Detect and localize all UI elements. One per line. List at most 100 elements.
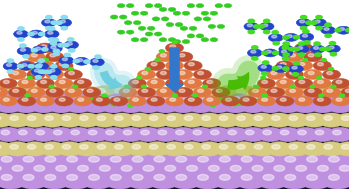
Circle shape (117, 30, 125, 34)
Circle shape (80, 116, 88, 120)
Circle shape (318, 98, 324, 101)
Circle shape (287, 35, 292, 38)
Circle shape (237, 88, 245, 93)
Circle shape (165, 61, 184, 70)
Circle shape (155, 59, 160, 61)
Circle shape (117, 4, 125, 8)
Circle shape (285, 87, 303, 97)
Circle shape (124, 21, 132, 25)
Circle shape (18, 62, 33, 70)
Circle shape (39, 113, 66, 127)
Circle shape (252, 57, 258, 60)
Circle shape (104, 94, 130, 108)
Circle shape (68, 89, 74, 92)
Circle shape (88, 130, 97, 135)
Circle shape (81, 171, 115, 189)
Circle shape (256, 153, 289, 171)
Circle shape (95, 55, 101, 58)
Circle shape (299, 63, 305, 66)
Circle shape (52, 38, 59, 42)
Circle shape (126, 4, 134, 8)
Circle shape (132, 145, 141, 149)
Circle shape (57, 113, 83, 127)
Circle shape (167, 116, 176, 120)
Circle shape (28, 32, 34, 36)
Circle shape (217, 24, 225, 29)
Circle shape (92, 162, 126, 180)
Circle shape (303, 34, 307, 37)
Circle shape (272, 67, 279, 70)
Circle shape (18, 61, 36, 70)
Circle shape (263, 24, 268, 27)
Circle shape (156, 70, 174, 79)
Circle shape (161, 89, 166, 92)
Circle shape (176, 101, 184, 106)
Circle shape (184, 88, 193, 93)
Circle shape (109, 142, 135, 156)
Circle shape (327, 89, 333, 92)
Circle shape (70, 162, 104, 180)
Circle shape (36, 130, 45, 135)
Circle shape (196, 4, 204, 8)
Circle shape (316, 26, 322, 30)
Circle shape (245, 101, 254, 106)
Circle shape (271, 71, 277, 75)
Circle shape (345, 89, 349, 92)
Circle shape (53, 52, 60, 56)
Circle shape (293, 47, 299, 51)
Circle shape (7, 70, 14, 73)
Circle shape (254, 85, 259, 88)
Circle shape (127, 97, 135, 101)
Circle shape (14, 30, 28, 38)
Circle shape (18, 101, 27, 106)
Circle shape (241, 174, 252, 180)
Circle shape (198, 71, 203, 75)
Circle shape (263, 30, 270, 34)
Circle shape (97, 145, 106, 149)
Circle shape (83, 99, 109, 113)
Circle shape (333, 101, 341, 106)
Circle shape (289, 65, 303, 73)
Circle shape (179, 142, 205, 156)
Circle shape (188, 98, 194, 101)
Circle shape (83, 127, 109, 142)
Circle shape (63, 59, 68, 61)
Circle shape (324, 116, 333, 120)
Circle shape (304, 52, 322, 62)
Circle shape (306, 21, 312, 24)
Circle shape (170, 127, 196, 142)
Circle shape (272, 35, 277, 38)
Circle shape (31, 49, 38, 52)
Circle shape (187, 99, 214, 113)
Circle shape (308, 54, 314, 57)
Circle shape (0, 171, 6, 189)
Circle shape (16, 153, 50, 171)
Circle shape (50, 54, 56, 57)
Circle shape (319, 94, 324, 97)
Circle shape (123, 89, 129, 92)
Circle shape (65, 99, 92, 113)
Circle shape (59, 63, 65, 66)
Circle shape (46, 68, 61, 76)
Circle shape (329, 46, 334, 49)
Circle shape (74, 86, 101, 100)
Circle shape (30, 127, 57, 142)
Circle shape (38, 32, 45, 36)
Circle shape (313, 78, 331, 88)
Circle shape (68, 49, 75, 52)
Circle shape (42, 48, 48, 51)
Circle shape (109, 113, 135, 127)
Circle shape (263, 101, 272, 106)
Circle shape (336, 97, 345, 101)
Circle shape (17, 47, 32, 55)
Circle shape (38, 70, 44, 73)
Circle shape (156, 52, 174, 62)
Circle shape (140, 38, 148, 42)
Circle shape (147, 26, 155, 30)
Circle shape (182, 40, 190, 44)
Circle shape (159, 7, 167, 12)
Circle shape (165, 43, 184, 53)
Circle shape (158, 130, 167, 135)
Circle shape (51, 21, 57, 24)
Circle shape (282, 57, 289, 60)
